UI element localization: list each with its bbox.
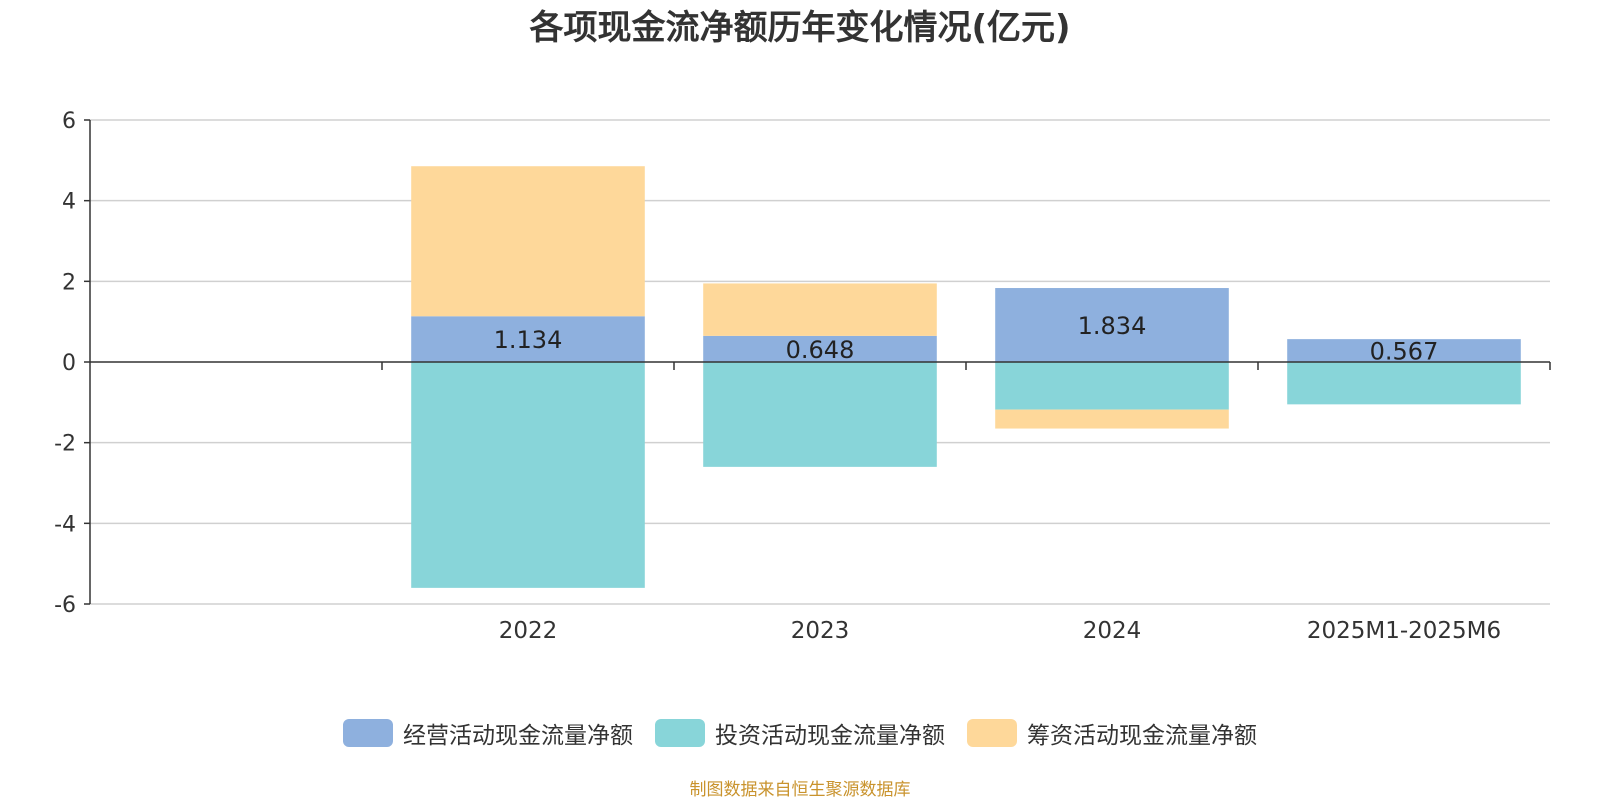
bar-investing-1 [411,362,645,588]
legend-item-operating[interactable]: 经营活动现金流量净额 [343,716,633,750]
data-label: 0.648 [786,336,855,364]
legend-label-investing: 投资活动现金流量净额 [715,723,945,749]
legend-swatch-financing [967,719,1017,747]
bar-investing-3 [995,362,1229,410]
y-tick-label: 6 [62,109,76,134]
y-tick-label: 2 [62,270,76,295]
bar-financing-3 [995,409,1229,429]
bar-operating-1 [411,316,645,362]
chart-legend: 经营活动现金流量净额 投资活动现金流量净额 筹资活动现金流量净额 [0,716,1600,750]
x-tick-label: 2023 [791,618,850,644]
bar-operating-3 [995,288,1229,362]
legend-label-operating: 经营活动现金流量净额 [403,723,633,749]
chart-plot: 6 4 2 0 -2 -4 -6 1.134 0.648 1.834 0.567 2022 2023 20… [54,109,1551,644]
legend-item-financing[interactable]: 筹资活动现金流量净额 [967,716,1257,750]
bar-operating-2 [703,335,937,362]
x-tick-label: 2024 [1083,618,1142,644]
y-tick-label: -4 [54,512,76,537]
data-label: 1.134 [494,326,563,354]
y-tick-label: -2 [54,432,76,457]
chart-title: 各项现金流净额历年变化情况(亿元) [529,8,1071,48]
bar-financing-1 [411,166,645,317]
x-tick-label: 2025M1-2025M6 [1307,618,1501,644]
legend-label-financing: 筹资活动现金流量净额 [1027,723,1257,749]
legend-swatch-operating [343,719,393,747]
data-label: 1.834 [1078,312,1147,340]
data-label: 0.567 [1370,338,1439,366]
legend-swatch-investing [655,719,705,747]
y-tick-label: 4 [62,190,76,215]
bar-investing-2 [703,362,937,467]
y-tick-label: -6 [54,593,76,618]
bar-investing-4 [1287,362,1521,405]
x-tick-label: 2022 [499,618,558,644]
legend-item-investing[interactable]: 投资活动现金流量净额 [655,716,945,750]
source-note: 制图数据来自恒生聚源数据库 [689,780,911,800]
y-tick-label: 0 [62,351,76,376]
bar-operating-4 [1287,339,1521,362]
bar-financing-2 [703,283,937,336]
